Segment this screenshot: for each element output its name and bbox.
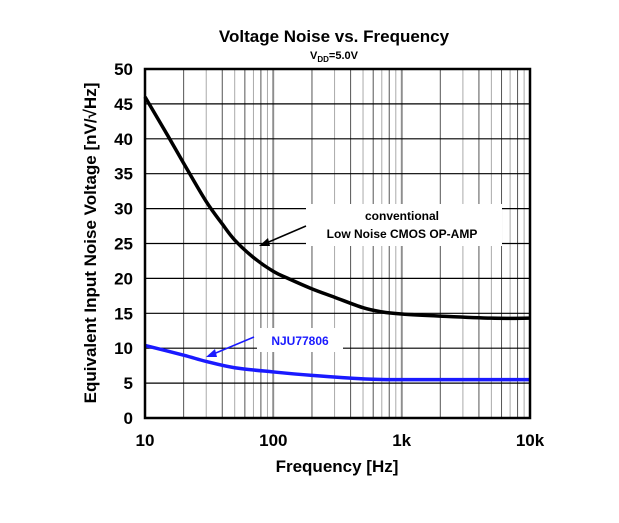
y-tick-label: 45 [114, 95, 133, 114]
annotation-conventional-line1: conventional [365, 209, 439, 223]
annotation-nju77806: NJU77806 [271, 334, 329, 348]
y-tick-label: 30 [114, 200, 133, 219]
tick-labels: 0 5 10 15 20 25 30 35 40 45 50 10 100 1k 10k [114, 60, 545, 450]
x-tick-label: 10k [516, 431, 545, 450]
y-tick-label: 20 [114, 269, 133, 288]
arrowhead-nju77806 [206, 349, 217, 357]
annotation-box-conventional [306, 204, 502, 246]
series-line-conventional [143, 96, 531, 321]
y-tick-label: 0 [124, 409, 133, 428]
x-axis-label: Frequency [Hz] [276, 457, 399, 476]
chart-subtitle: VDD=5.0V [310, 50, 359, 64]
annotation-box-nju77806 [257, 328, 343, 352]
plot-frame [143, 67, 532, 420]
x-tick-label: 1k [392, 431, 411, 450]
annotation-arrow-conventional [263, 225, 307, 245]
annotation-conventional-line2: Low Noise CMOS OP-AMP [327, 227, 478, 241]
arrowhead-conventional [259, 238, 270, 246]
series-lines [143, 96, 531, 382]
y-tick-label: 5 [124, 374, 133, 393]
y-axis-label: Equivalent Input Noise Voltage [nV/√Hz] [81, 83, 100, 404]
annotation-arrow-nju77806 [210, 336, 255, 356]
y-tick-label: 50 [114, 60, 133, 79]
y-tick-label: 15 [114, 304, 133, 323]
y-tick-label: 10 [114, 339, 133, 358]
x-tick-label: 10 [136, 431, 155, 450]
series-line-nju77806 [144, 343, 531, 382]
chart-title: Voltage Noise vs. Frequency [219, 27, 450, 46]
y-tick-label: 35 [114, 165, 133, 184]
y-tick-label: 25 [114, 235, 133, 254]
y-tick-label: 40 [114, 130, 133, 149]
x-tick-label: 100 [259, 431, 287, 450]
